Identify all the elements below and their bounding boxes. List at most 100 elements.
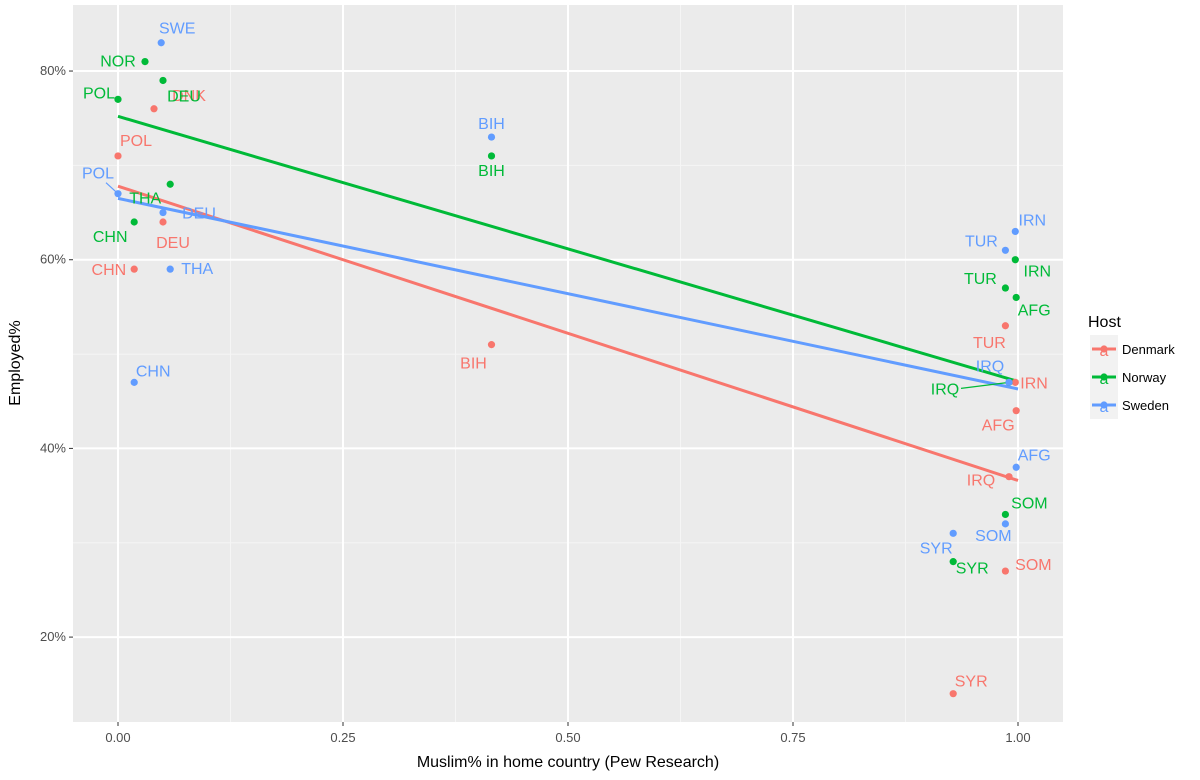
- data-point: [157, 39, 165, 47]
- trend-lines: [117, 114, 1019, 482]
- data-point: [1001, 567, 1010, 575]
- data-label: TUR: [965, 233, 998, 250]
- x-tick-label: 0.25: [330, 730, 355, 745]
- data-point: [130, 378, 138, 386]
- data-label: CHN: [92, 262, 127, 279]
- data-point: [1012, 293, 1020, 302]
- data-label: DEU: [182, 206, 216, 223]
- data-point: [1012, 463, 1020, 471]
- data-label: THA: [129, 190, 161, 207]
- data-point: [130, 218, 138, 226]
- y-tick-label: 80%: [40, 63, 66, 78]
- data-point: [1001, 510, 1010, 519]
- legend-label: Norway: [1122, 370, 1167, 385]
- data-label: POL: [120, 133, 152, 150]
- data-point: [130, 265, 138, 273]
- x-axis: 0.00 0.25 0.50 0.75 1.00: [105, 722, 1031, 745]
- data-point: [487, 133, 496, 141]
- legend-label: Sweden: [1122, 398, 1169, 413]
- label-leader-line: [960, 381, 1010, 389]
- data-label: BIH: [478, 163, 505, 180]
- data-point: [1005, 473, 1013, 481]
- data-point: [1001, 284, 1010, 292]
- data-point: [150, 105, 158, 113]
- y-axis-title: Employed%: [7, 320, 24, 405]
- trend-line-denmark: [117, 184, 1019, 482]
- data-point: [114, 152, 122, 160]
- legend-key-glyph: a: [1100, 399, 1109, 416]
- legend-key-glyph: a: [1100, 343, 1109, 360]
- data-label: POL: [83, 85, 115, 102]
- x-axis-title: Muslim% in home country (Pew Research): [417, 754, 719, 771]
- x-tick-label: 1.00: [1005, 730, 1030, 745]
- y-axis: 20% 40% 60% 80%: [40, 63, 73, 644]
- data-point: [1001, 246, 1010, 254]
- y-tick-label: 20%: [40, 629, 66, 644]
- data-label: AFG: [982, 418, 1015, 435]
- data-point: [159, 218, 167, 226]
- data-label: IRN: [1024, 264, 1052, 281]
- data-label: IRQ: [967, 473, 995, 490]
- data-label: BIH: [478, 116, 505, 133]
- data-point: [949, 558, 957, 566]
- data-point: [949, 529, 957, 537]
- data-label: BIH: [460, 356, 487, 373]
- data-label: SOM: [1011, 495, 1047, 512]
- data-point: [1011, 227, 1019, 236]
- y-tick-label: 40%: [40, 440, 66, 455]
- x-tick-label: 0.00: [105, 730, 130, 745]
- data-point: [114, 95, 122, 103]
- legend-title: Host: [1088, 314, 1121, 331]
- data-label: SYR: [920, 540, 953, 557]
- legend-label: Denmark: [1122, 342, 1175, 357]
- data-label: TUR: [964, 271, 997, 288]
- legend-key-point: [1100, 373, 1108, 381]
- data-point: [1011, 256, 1019, 264]
- data-label: SWE: [159, 21, 195, 38]
- data-label: NOR: [100, 54, 136, 71]
- point-labels: DNK POL DEU CHN BIH TUR IRN AFG IRQ SOM SYR NOR DEU P…: [82, 21, 1052, 691]
- data-label: CHN: [93, 229, 128, 246]
- trend-line-sweden: [117, 196, 1019, 391]
- data-label: DEU: [167, 88, 201, 105]
- trend-line-norway: [117, 114, 1019, 383]
- y-tick-label: 60%: [40, 252, 66, 267]
- data-point: [1001, 322, 1010, 330]
- data-label: AFG: [1018, 447, 1051, 464]
- data-point: [487, 152, 496, 160]
- data-label: SYR: [955, 674, 988, 691]
- data-label: CHN: [136, 363, 171, 380]
- data-label: SOM: [1015, 557, 1051, 574]
- data-point: [159, 208, 167, 217]
- grid-major: [73, 5, 1063, 722]
- data-point: [1001, 520, 1010, 528]
- data-point: [159, 76, 167, 85]
- data-point: [487, 341, 496, 349]
- data-point: [166, 180, 174, 188]
- data-label: IRN: [1020, 375, 1048, 392]
- data-point: [949, 690, 957, 698]
- data-label: IRQ: [976, 358, 1004, 375]
- legend-key-point: [1100, 345, 1108, 353]
- data-label: THA: [181, 261, 213, 278]
- data-label: POL: [82, 166, 114, 183]
- data-label: TUR: [973, 335, 1006, 352]
- data-label: SOM: [975, 528, 1011, 545]
- data-label: AFG: [1018, 302, 1051, 319]
- legend-key-point: [1100, 401, 1108, 409]
- legend-key-glyph: a: [1100, 371, 1109, 388]
- x-tick-label: 0.75: [780, 730, 805, 745]
- x-tick-label: 0.50: [555, 730, 580, 745]
- data-point: [1012, 407, 1020, 415]
- data-label: SYR: [956, 561, 989, 578]
- data-label: DEU: [156, 235, 190, 252]
- data-point: [114, 190, 122, 198]
- data-point: [1011, 378, 1019, 386]
- data-point: [141, 58, 149, 66]
- data-label: IRN: [1019, 212, 1047, 229]
- data-label: DNK: [172, 88, 206, 105]
- data-point: [166, 265, 174, 273]
- data-label: IRQ: [931, 381, 959, 398]
